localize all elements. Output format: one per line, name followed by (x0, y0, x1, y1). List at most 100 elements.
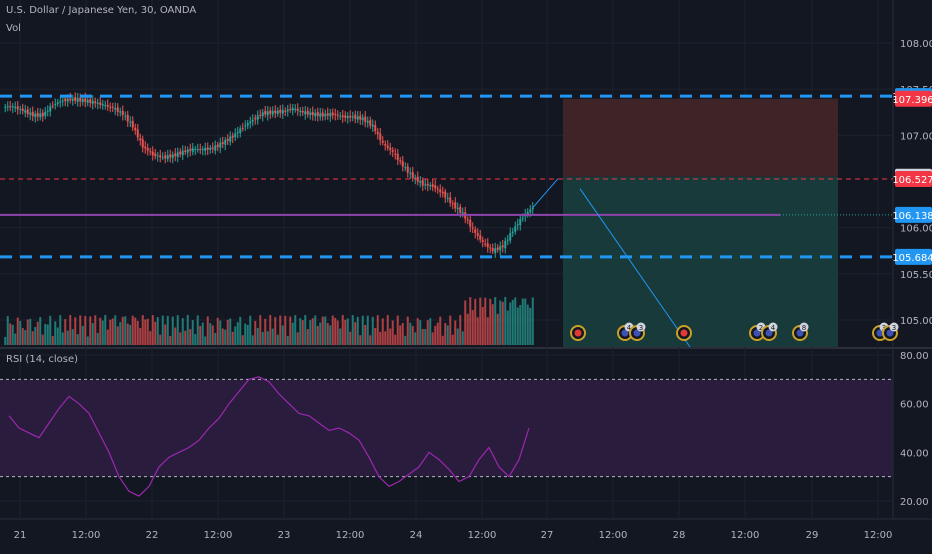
event-badge-count: 4 (627, 324, 632, 332)
volume-bar (364, 324, 367, 345)
volume-bar (266, 331, 269, 345)
volume-bar (514, 297, 517, 345)
candle-body (359, 115, 362, 120)
candle-body (164, 155, 167, 159)
volume-legend[interactable]: Vol (6, 23, 21, 34)
volume-bar (199, 325, 202, 345)
candle-body (191, 148, 194, 152)
candle-body (414, 177, 417, 179)
volume-bar (454, 320, 457, 345)
level-lines[interactable] (0, 94, 893, 348)
candle-body (291, 107, 294, 111)
volume-bar (481, 306, 484, 345)
candle-body (349, 115, 352, 118)
candle-body (156, 155, 159, 157)
volume-bar (524, 298, 527, 345)
volume-bar (141, 315, 144, 345)
candle-body (456, 207, 459, 210)
economic-events[interactable]: 4324833 (570, 322, 899, 341)
candle-body (21, 108, 24, 111)
candle-body (79, 97, 82, 102)
volume-bar (174, 327, 177, 345)
rsi-indicator (0, 376, 893, 497)
candle-body (319, 113, 322, 117)
volume-bar (184, 330, 187, 345)
candle-body (51, 105, 54, 107)
candle-body (161, 157, 164, 159)
candle-body (411, 171, 414, 179)
volume-bar (344, 319, 347, 345)
candle-body (384, 144, 387, 146)
volume-bar (501, 301, 504, 345)
rsi-band (0, 379, 893, 477)
volume-bar (79, 315, 82, 345)
volume-bar (229, 318, 232, 345)
symbol-title[interactable]: U.S. Dollar / Japanese Yen, 30, OANDA (6, 5, 197, 16)
time-axis[interactable] (0, 519, 932, 550)
price-tag-label: 107.396 (892, 95, 932, 106)
candle-body (124, 115, 127, 117)
volume-bar (429, 318, 432, 345)
candle-body (489, 247, 492, 249)
volume-bar (156, 317, 159, 345)
price-tag-label: 106.138 (892, 211, 932, 222)
volume-bar (311, 318, 314, 345)
volume-bar (39, 317, 42, 345)
volume-bar (469, 297, 472, 345)
position-tool[interactable] (563, 98, 838, 347)
volume-bar (179, 332, 182, 345)
volume-bar (131, 315, 134, 345)
volume-bar (264, 318, 267, 345)
volume-bar (394, 334, 397, 345)
volume-bar (356, 316, 359, 345)
volume-bar (159, 334, 162, 345)
candle-body (436, 188, 439, 190)
volume-bar (346, 318, 349, 345)
volume-bar (531, 297, 534, 345)
volume-bar (471, 310, 474, 345)
candle-body (59, 101, 62, 103)
time-tick-label: 12:00 (468, 530, 497, 541)
event-badge (889, 322, 899, 332)
volume-bar (256, 327, 259, 345)
candle-body (144, 146, 147, 149)
candle-body (386, 145, 389, 148)
volume-bar (326, 323, 329, 345)
time-tick-label: 12:00 (204, 530, 233, 541)
volume-bar (439, 316, 442, 345)
candle-body (31, 111, 34, 117)
candle-body (466, 219, 469, 221)
candle-body (344, 115, 347, 118)
candle-body (306, 110, 309, 115)
volume-bar (136, 320, 139, 345)
candle-body (251, 119, 254, 122)
candle-body (314, 112, 317, 117)
time-tick-label: 23 (278, 530, 291, 541)
candle-body (301, 110, 304, 113)
candle-body (461, 212, 464, 214)
rsi-legend[interactable]: RSI (14, close) (6, 354, 79, 365)
candle-body (91, 100, 94, 104)
candle-body (406, 166, 409, 173)
price-tick-label: 107.000 (900, 131, 932, 142)
volume-bar (44, 323, 47, 345)
time-tick-label: 12:00 (599, 530, 628, 541)
projection-line-up (532, 178, 559, 209)
candle-body (271, 110, 274, 115)
volume-bar (411, 325, 414, 345)
candle-body (336, 114, 339, 116)
event-badge-count: 3 (892, 324, 896, 332)
rsi-axis[interactable] (893, 349, 932, 519)
time-tick-label: 12:00 (864, 530, 893, 541)
volume-bar (489, 298, 492, 345)
volume-bar (56, 327, 59, 345)
volume-bar (129, 324, 132, 345)
rsi-tick-label: 40.00 (900, 448, 929, 459)
candle-body (351, 116, 354, 118)
volume-bar (529, 307, 532, 345)
candle-body (354, 114, 357, 119)
candle-body (246, 123, 249, 126)
candle-body (266, 111, 269, 116)
